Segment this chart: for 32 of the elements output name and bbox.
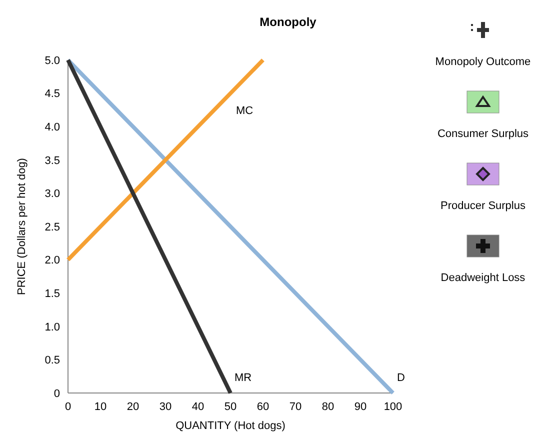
x-tick-label: 90 — [354, 401, 367, 413]
x-tick-label: 40 — [192, 401, 204, 413]
x-tick-label: 50 — [224, 401, 237, 413]
y-tick-label: 1.0 — [44, 321, 60, 334]
x-tick-label: 10 — [94, 401, 107, 413]
x-tick-label: 60 — [256, 401, 270, 413]
x-axis-title: QUANTITY (Hot dogs) — [176, 420, 286, 432]
y-tick-label: 4.0 — [44, 121, 60, 134]
y-tick-label: 1.5 — [44, 288, 60, 300]
text: Deadweight Loss — [440, 272, 526, 284]
text: Consumer Surplus — [437, 128, 530, 140]
y-tick-label: 4.5 — [44, 88, 60, 100]
x-tick-label: 100 — [384, 401, 402, 413]
y-tick-label: 5.0 — [44, 54, 60, 67]
y-tick-label: 0 — [54, 388, 60, 400]
series-label: MC — [236, 104, 254, 117]
y-tick-label: 0.5 — [44, 354, 60, 367]
chart-title: Monopoly — [260, 15, 317, 29]
x-tick-label: 20 — [126, 401, 140, 413]
series-label: D — [397, 372, 405, 384]
x-tick-label: 30 — [159, 401, 172, 413]
x-tick-label: 80 — [322, 401, 334, 413]
y-tick-label: 3.0 — [44, 188, 60, 200]
text: Monopoly Outcome — [435, 56, 531, 68]
text: Producer Surplus — [440, 200, 526, 212]
x-tick-label: 0 — [64, 401, 72, 413]
series-label: MR — [234, 372, 252, 384]
y-tick-label: 2.5 — [44, 221, 60, 234]
y-tick-label: 3.5 — [44, 154, 60, 167]
x-tick-label: 70 — [289, 401, 302, 413]
y-tick-label: 2.0 — [44, 254, 60, 267]
y-axis-title: PRICE (Dollars per hot dog) — [16, 158, 28, 295]
